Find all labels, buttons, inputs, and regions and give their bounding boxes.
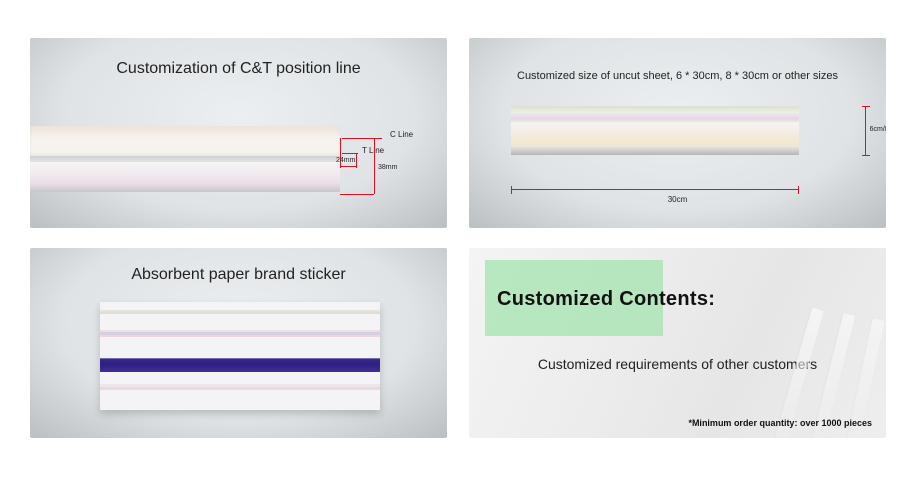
dim-bracket-small-bottom xyxy=(340,166,356,167)
dim-bracket-small-right xyxy=(356,153,357,168)
panel-ct-position: Customization of C&T position line C Lin… xyxy=(30,38,447,228)
panel1-title: Customization of C&T position line xyxy=(30,60,447,78)
c-line-label: C Line xyxy=(390,130,413,139)
panel3-title: Absorbent paper brand sticker xyxy=(30,266,447,284)
height-dimension-line xyxy=(865,106,866,156)
panel2-title: Customized size of uncut sheet, 6 * 30cm… xyxy=(469,70,886,82)
sheet-row-6 xyxy=(511,146,799,155)
sheet-row-5 xyxy=(511,133,799,146)
strip-bottom-layer xyxy=(30,162,340,192)
paper-bands-lower xyxy=(100,384,380,392)
height-cap-bottom xyxy=(862,155,870,156)
band-3 xyxy=(100,335,380,337)
width-label: 30cm xyxy=(469,195,886,204)
uncut-sheet-illustration xyxy=(511,106,799,156)
paper-bands-upper xyxy=(100,330,380,340)
sheet-row-1 xyxy=(511,106,799,113)
width-cap-left xyxy=(511,186,512,194)
dim-bracket-large xyxy=(374,138,375,194)
purple-brand-band xyxy=(100,358,380,372)
absorbent-paper-illustration xyxy=(100,302,380,410)
panel-customized-contents: Customized Contents: Customized requirem… xyxy=(469,248,886,438)
dim-large-label: 38mm xyxy=(378,164,397,171)
dim-small-label: 24mm xyxy=(336,157,355,164)
test-strip-illustration xyxy=(30,126,340,194)
dim-bracket-large-bottom xyxy=(340,194,374,195)
c-line-marker xyxy=(342,138,382,139)
paper-edge-top xyxy=(100,310,380,314)
sheet-row-4 xyxy=(511,122,799,133)
width-dimension-line xyxy=(511,189,799,190)
panel-uncut-sheet: Customized size of uncut sheet, 6 * 30cm… xyxy=(469,38,886,228)
strip-top-layer xyxy=(30,126,340,156)
panel4-note: *Minimum order quantity: over 1000 piece… xyxy=(688,418,872,428)
band-low-2 xyxy=(100,387,380,390)
panel4-heading: Customized Contents: xyxy=(497,288,715,311)
panel-grid: Customization of C&T position line C Lin… xyxy=(30,38,886,482)
width-cap-right xyxy=(798,186,799,194)
panel-brand-sticker: Absorbent paper brand sticker xyxy=(30,248,447,438)
height-cap-top xyxy=(862,106,870,107)
height-label: 6cm/8cm xyxy=(870,126,886,133)
panel4-subheading: Customized requirements of other custome… xyxy=(469,356,886,372)
